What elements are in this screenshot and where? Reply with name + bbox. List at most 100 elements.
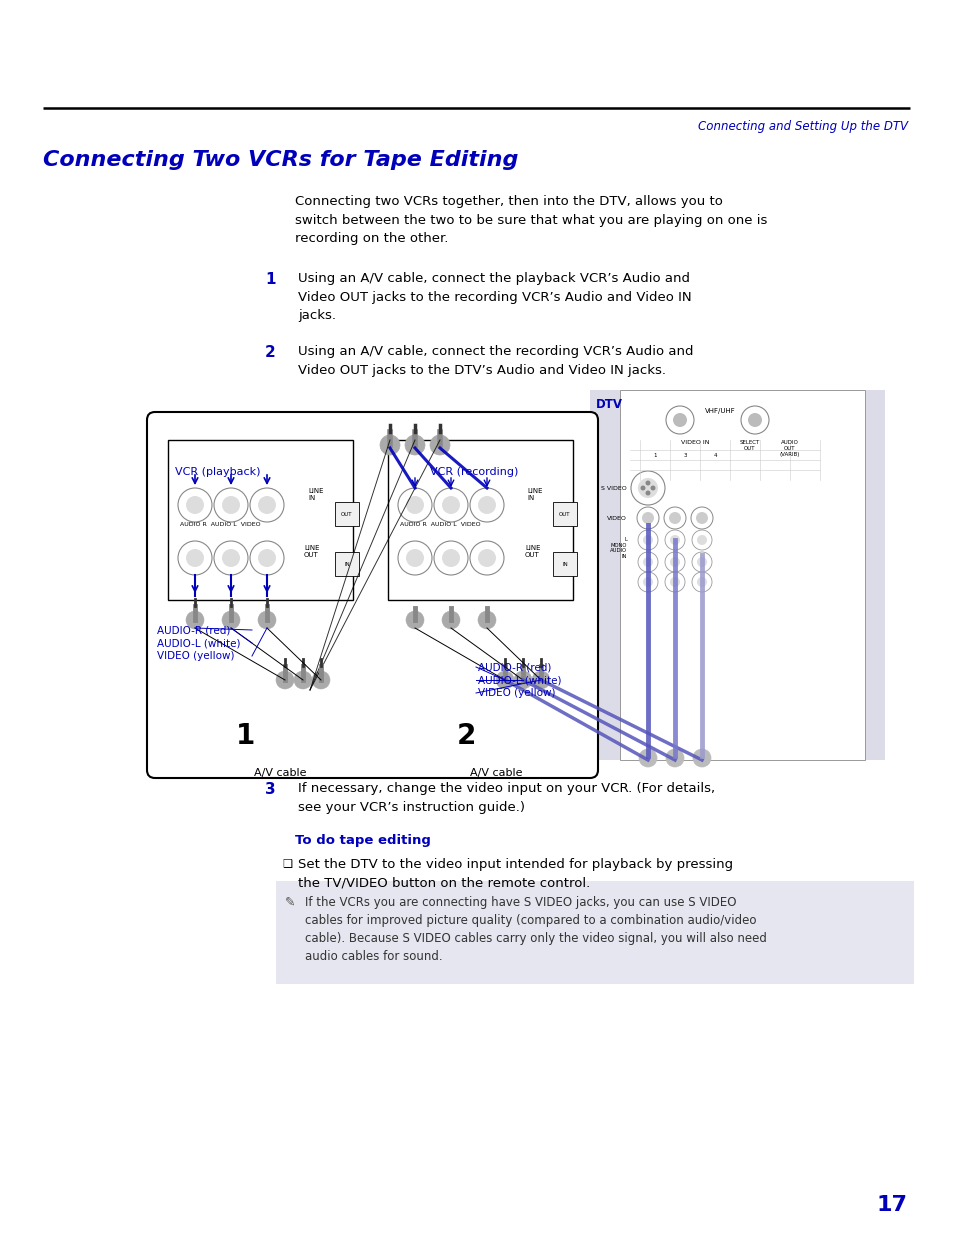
Circle shape: [222, 496, 240, 514]
Circle shape: [642, 557, 652, 567]
Circle shape: [186, 611, 204, 629]
Circle shape: [379, 435, 399, 454]
Circle shape: [514, 671, 532, 689]
FancyBboxPatch shape: [147, 412, 598, 778]
Circle shape: [257, 611, 275, 629]
Text: ❑: ❑: [282, 858, 292, 868]
FancyBboxPatch shape: [168, 440, 353, 600]
Text: 1: 1: [653, 453, 656, 458]
Circle shape: [275, 671, 294, 689]
Circle shape: [639, 485, 645, 490]
Circle shape: [312, 671, 330, 689]
Circle shape: [406, 550, 423, 567]
Circle shape: [222, 550, 240, 567]
Text: Connecting and Setting Up the DTV: Connecting and Setting Up the DTV: [698, 120, 907, 133]
Text: AUDIO
OUT
(VARIB): AUDIO OUT (VARIB): [779, 440, 800, 457]
Text: IN: IN: [561, 562, 567, 567]
Circle shape: [406, 611, 423, 629]
Circle shape: [496, 671, 514, 689]
FancyBboxPatch shape: [335, 501, 358, 526]
Circle shape: [697, 577, 706, 587]
Text: AUDIO-L (white): AUDIO-L (white): [157, 638, 240, 648]
Circle shape: [441, 496, 459, 514]
Circle shape: [645, 490, 650, 495]
Circle shape: [405, 435, 424, 454]
Circle shape: [222, 611, 240, 629]
Circle shape: [642, 577, 652, 587]
Text: ✎: ✎: [285, 897, 295, 909]
Circle shape: [669, 535, 679, 545]
Text: VIDEO (yellow): VIDEO (yellow): [157, 651, 234, 661]
Circle shape: [665, 748, 683, 767]
Circle shape: [639, 748, 657, 767]
FancyBboxPatch shape: [388, 440, 573, 600]
Text: Connecting two VCRs together, then into the DTV, allows you to
switch between th: Connecting two VCRs together, then into …: [294, 195, 766, 245]
Text: 1: 1: [236, 722, 255, 750]
Circle shape: [672, 412, 686, 427]
Text: 3: 3: [265, 782, 275, 797]
Text: VIDEO (yellow): VIDEO (yellow): [477, 688, 555, 698]
Text: 2: 2: [456, 722, 476, 750]
Text: Using an A/V cable, connect the playback VCR’s Audio and
Video OUT jacks to the : Using an A/V cable, connect the playback…: [297, 272, 691, 322]
Text: AUDIO R  AUDIO L  VIDEO: AUDIO R AUDIO L VIDEO: [180, 522, 260, 527]
Circle shape: [697, 535, 706, 545]
Text: VCR (playback): VCR (playback): [174, 467, 260, 477]
Text: Set the DTV to the video input intended for playback by pressing
the TV/VIDEO bu: Set the DTV to the video input intended …: [297, 858, 732, 889]
Circle shape: [186, 550, 204, 567]
Circle shape: [477, 611, 496, 629]
Circle shape: [638, 478, 658, 498]
Circle shape: [441, 550, 459, 567]
Circle shape: [186, 496, 204, 514]
FancyBboxPatch shape: [553, 501, 577, 526]
Circle shape: [645, 480, 650, 485]
Text: 17: 17: [876, 1195, 907, 1215]
Circle shape: [257, 496, 275, 514]
Text: DTV: DTV: [596, 398, 622, 411]
Text: 3: 3: [682, 453, 686, 458]
FancyBboxPatch shape: [275, 881, 913, 984]
Text: Connecting Two VCRs for Tape Editing: Connecting Two VCRs for Tape Editing: [43, 149, 517, 170]
Text: 1: 1: [265, 272, 275, 287]
Text: VIDEO: VIDEO: [606, 515, 626, 520]
Text: AUDIO-R (red): AUDIO-R (red): [157, 625, 230, 635]
Text: To do tape editing: To do tape editing: [294, 834, 431, 847]
Circle shape: [668, 513, 680, 524]
Text: LINE
IN: LINE IN: [308, 488, 323, 501]
Text: AUDIO R  AUDIO L  VIDEO: AUDIO R AUDIO L VIDEO: [399, 522, 480, 527]
Circle shape: [441, 611, 459, 629]
Text: If necessary, change the video input on your VCR. (For details,
see your VCR’s i: If necessary, change the video input on …: [297, 782, 715, 814]
Text: OUT: OUT: [341, 511, 353, 516]
Text: AUDIO-R (red): AUDIO-R (red): [477, 662, 551, 672]
Text: AUDIO-L (white): AUDIO-L (white): [477, 676, 561, 685]
Text: If the VCRs you are connecting have S VIDEO jacks, you can use S VIDEO
cables fo: If the VCRs you are connecting have S VI…: [305, 897, 766, 963]
FancyBboxPatch shape: [619, 390, 864, 760]
Text: VCR (recording): VCR (recording): [430, 467, 517, 477]
Circle shape: [650, 485, 655, 490]
Text: L
MONO
AUDIO
IN: L MONO AUDIO IN: [609, 537, 626, 559]
Circle shape: [747, 412, 761, 427]
FancyBboxPatch shape: [553, 552, 577, 576]
Text: VIDEO IN: VIDEO IN: [680, 440, 708, 445]
Circle shape: [642, 535, 652, 545]
Circle shape: [477, 496, 496, 514]
FancyBboxPatch shape: [335, 552, 358, 576]
Circle shape: [696, 513, 707, 524]
Circle shape: [532, 671, 550, 689]
Circle shape: [641, 513, 654, 524]
Circle shape: [406, 496, 423, 514]
FancyBboxPatch shape: [589, 390, 884, 760]
Text: OUT: OUT: [558, 511, 570, 516]
Text: S VIDEO: S VIDEO: [600, 485, 626, 490]
Text: A/V cable: A/V cable: [469, 768, 521, 778]
Circle shape: [669, 557, 679, 567]
Text: SELECT
OUT: SELECT OUT: [740, 440, 760, 451]
Text: 2: 2: [265, 345, 275, 359]
Text: LINE
OUT: LINE OUT: [524, 545, 540, 558]
Text: LINE
IN: LINE IN: [526, 488, 542, 501]
Circle shape: [669, 577, 679, 587]
Circle shape: [294, 671, 312, 689]
Circle shape: [477, 550, 496, 567]
Text: Using an A/V cable, connect the recording VCR’s Audio and
Video OUT jacks to the: Using an A/V cable, connect the recordin…: [297, 345, 693, 377]
Text: A/V cable: A/V cable: [253, 768, 306, 778]
Circle shape: [257, 550, 275, 567]
